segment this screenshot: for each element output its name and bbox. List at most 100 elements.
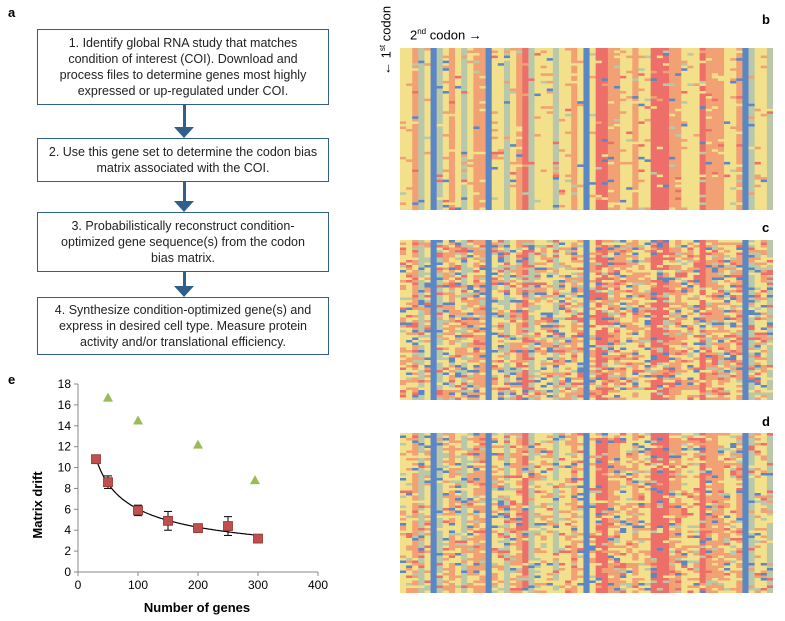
heatmap-cell: [510, 129, 517, 132]
heatmap-cell: [418, 136, 425, 140]
heatmap-cell: [546, 136, 554, 140]
heatmap-cell: [491, 141, 499, 145]
heatmap-cell: [479, 292, 486, 296]
heatmap-cell: [601, 123, 609, 127]
heatmap-cell: [503, 134, 511, 137]
heatmap-cell: [669, 48, 676, 51]
heatmap-cell: [632, 60, 639, 64]
heatmap-cell: [626, 199, 633, 203]
heatmap-cell: [742, 68, 749, 72]
heatmap-cell: [724, 108, 731, 112]
heatmap-cell: [424, 136, 431, 140]
heatmap-cell: [675, 103, 682, 107]
heatmap-cell: [424, 187, 431, 191]
heatmap-cell: [571, 139, 578, 143]
heatmap-cell: [510, 118, 517, 122]
heatmap-cell: [479, 317, 486, 321]
heatmap-cell: [436, 68, 444, 72]
heatmap-cell: [705, 50, 713, 54]
heatmap-cell: [400, 270, 407, 273]
heatmap-cell: [644, 156, 652, 160]
heatmap-cell: [626, 78, 633, 82]
heatmap-cell: [620, 63, 627, 67]
heatmap-cell: [418, 275, 425, 278]
heatmap-cell: [626, 169, 633, 173]
heatmap-cell: [577, 111, 584, 115]
heatmap-cell: [461, 179, 468, 183]
heatmap-cell: [442, 172, 450, 175]
heatmap-cell: [546, 159, 554, 163]
heatmap-cell: [516, 189, 523, 193]
heatmap-cell: [607, 164, 615, 168]
heatmap-cell: [638, 136, 645, 140]
heatmap-cell: [491, 337, 499, 341]
heatmap-cell: [442, 60, 450, 64]
heatmap-cell: [601, 111, 609, 115]
heatmap-cell: [565, 48, 572, 51]
heatmap-cell: [412, 285, 419, 288]
heatmap-cell: [717, 123, 725, 127]
heatmap-cell: [430, 277, 438, 281]
heatmap-cell: [748, 182, 756, 186]
heatmap-cell: [748, 202, 756, 206]
heatmap-cell: [442, 257, 450, 261]
heatmap-cell: [711, 123, 719, 127]
heatmap-cell: [479, 337, 486, 341]
heatmap-cell: [406, 113, 413, 117]
heatmap-cell: [467, 118, 474, 122]
heatmap-cell: [418, 262, 425, 266]
heatmap-cell: [485, 272, 493, 276]
heatmap-cell: [766, 78, 773, 82]
heatmap-cell: [497, 126, 505, 130]
heatmap-cell: [406, 310, 413, 313]
heatmap-cell: [473, 197, 480, 201]
heatmap-cell: [662, 98, 670, 102]
heatmap-cell: [565, 91, 572, 94]
heatmap-cell: [436, 255, 444, 258]
heatmap-cell: [430, 255, 438, 258]
heatmap-cell: [412, 295, 419, 298]
heatmap-cell: [724, 169, 731, 173]
heatmap-cell: [479, 320, 486, 323]
heatmap-cell: [540, 179, 548, 183]
heatmap-cell: [479, 242, 486, 246]
heatmap-cell: [650, 204, 658, 208]
heatmap-cell: [742, 136, 749, 140]
heatmap-cell: [503, 144, 511, 148]
heatmap-cell: [534, 70, 542, 74]
heatmap-cell: [601, 48, 609, 51]
heatmap-cell: [406, 134, 413, 137]
heatmap-cell: [448, 106, 456, 110]
heatmap-cell: [406, 68, 413, 72]
heatmap-cell: [522, 197, 529, 201]
heatmap-cell: [693, 199, 701, 203]
heatmap-cell: [516, 174, 523, 178]
heatmap-cell: [614, 68, 621, 72]
heatmap-cell: [614, 63, 621, 67]
heatmap-cell: [430, 372, 438, 376]
heatmap-cell: [479, 275, 486, 278]
heatmap-cell: [516, 55, 523, 59]
heatmap-cell: [418, 164, 425, 168]
heatmap-cell: [656, 164, 664, 168]
heatmap-cell: [693, 136, 701, 140]
heatmap-cell: [534, 65, 542, 69]
heatmap-cell: [497, 362, 505, 366]
heatmap-cell: [577, 63, 584, 67]
heatmap-cell: [717, 164, 725, 168]
heatmap-cell: [473, 144, 480, 148]
heatmap-cell: [614, 197, 621, 201]
heatmap-cell: [717, 103, 725, 107]
heatmap-cell: [510, 53, 517, 56]
heatmap-cell: [730, 118, 737, 122]
heatmap-cell: [662, 58, 670, 62]
heatmap-cell: [546, 121, 554, 125]
heatmap-cell: [424, 189, 431, 193]
heatmap-cell: [406, 106, 413, 110]
heatmap-cell: [412, 182, 419, 186]
heatmap-cell: [497, 60, 505, 64]
heatmap-cell: [711, 151, 719, 155]
heatmap-cell: [479, 169, 486, 173]
heatmap-cell: [626, 80, 633, 84]
heatmap-cell: [448, 139, 456, 143]
